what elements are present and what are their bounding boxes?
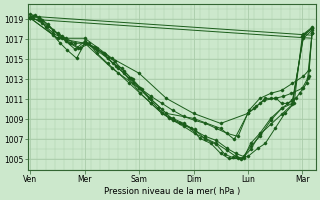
X-axis label: Pression niveau de la mer( hPa ): Pression niveau de la mer( hPa ) bbox=[104, 187, 240, 196]
